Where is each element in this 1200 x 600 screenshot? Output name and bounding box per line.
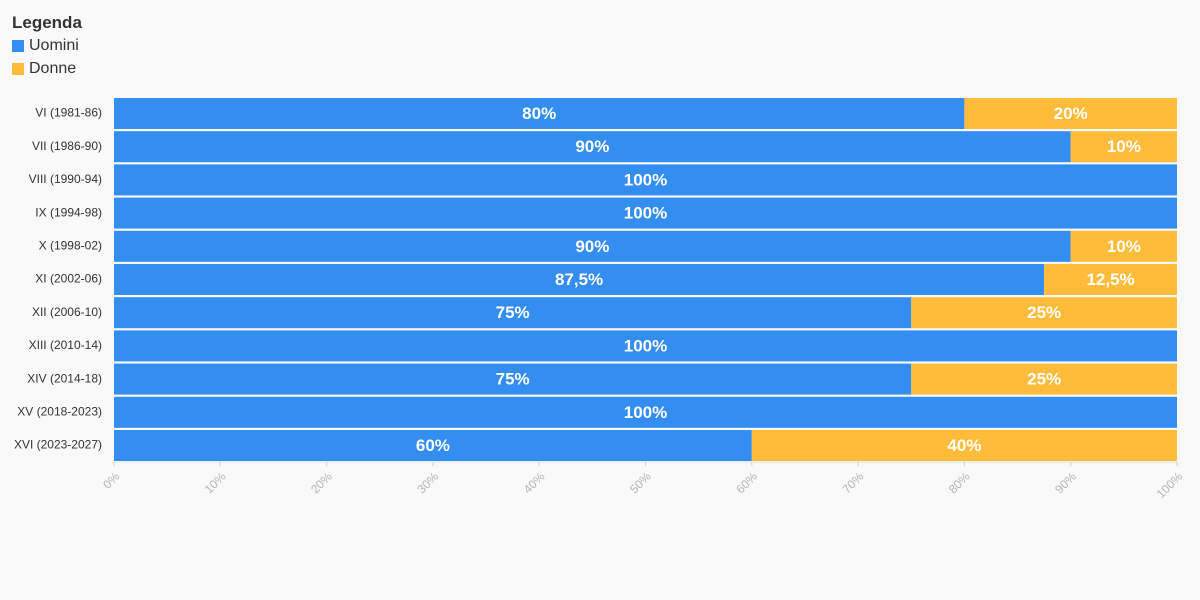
category-label-vi: VI (1981-86) [35,106,102,120]
data-label-uomini-vii: 90% [575,137,609,156]
x-tick-label: 10% [202,469,229,496]
data-label-donne-xii: 25% [1027,303,1061,322]
bar-uomini-xiv[interactable] [114,363,912,395]
data-label-uomini-xv: 100% [624,403,667,422]
legend-swatch-uomini [12,39,24,52]
legend-swatch-donne [12,62,24,75]
bar-donne-xvi[interactable] [751,430,1177,461]
legend-item-uomini[interactable]: Uomini [12,34,82,57]
category-label-xiv: XIV (2014-18) [27,371,102,385]
bar-uomini-vii[interactable] [114,131,1071,163]
x-tick-label: 40% [521,469,548,496]
x-tick-label: 70% [840,469,867,496]
x-tick-label: 90% [1052,469,1079,496]
data-label-donne-xi: 12,5% [1086,270,1134,289]
x-tick-label: 30% [414,469,441,496]
bar-uomini-vi[interactable] [114,98,965,129]
x-tick-label: 60% [733,469,760,496]
bar-uomini-xvi[interactable] [114,430,752,461]
bar-uomini-ix[interactable] [114,197,1177,229]
data-label-donne-vii: 10% [1107,137,1141,156]
data-label-uomini-viii: 100% [624,170,667,189]
data-label-uomini-x: 90% [575,237,609,256]
x-tick-label: 80% [946,469,973,496]
category-label-xii: XII (2006-10) [32,305,102,319]
data-label-donne-x: 10% [1107,237,1141,256]
data-label-uomini-xvi: 60% [416,436,450,455]
data-label-donne-xiv: 25% [1027,370,1061,389]
bar-uomini-viii[interactable] [114,164,1177,196]
bar-donne-xi[interactable] [1044,264,1177,295]
category-label-vii: VII (1986-90) [32,139,102,153]
legend-label-donne: Donne [29,59,77,77]
data-label-uomini-xii: 75% [496,303,530,322]
bar-uomini-xv[interactable] [114,396,1177,428]
data-label-uomini-xiv: 75% [496,370,530,389]
category-label-ix: IX (1994-98) [35,205,102,219]
category-label-viii: VIII (1990-94) [29,172,102,186]
bar-donne-xii[interactable] [911,297,1177,329]
category-label-x: X (1998-02) [39,238,102,252]
data-label-uomini-xi: 87,5% [555,270,603,289]
bar-uomini-xiii[interactable] [114,330,1177,362]
category-label-xi: XI (2002-06) [35,272,102,286]
bar-donne-xiv[interactable] [911,363,1177,395]
bar-uomini-x[interactable] [114,230,1071,262]
legend-title: Legenda [12,13,82,32]
x-tick-label: 100% [1154,469,1186,501]
x-tick-label: 0% [100,469,122,491]
bar-donne-x[interactable] [1070,230,1177,262]
data-label-donne-xvi: 40% [947,436,981,455]
data-label-donne-vi: 20% [1054,104,1088,123]
x-tick-label: 20% [308,469,335,496]
data-label-uomini-ix: 100% [624,204,667,223]
data-label-uomini-vi: 80% [522,104,556,123]
legend-item-donne[interactable]: Donne [12,57,82,80]
bar-donne-vii[interactable] [1070,131,1177,163]
bar-donne-vi[interactable] [964,98,1177,129]
bar-uomini-xi[interactable] [114,264,1045,295]
bar-uomini-xii[interactable] [114,297,912,329]
category-label-xv: XV (2018-2023) [17,404,102,418]
x-tick-label: 50% [627,469,654,496]
category-label-xvi: XVI (2023-2027) [14,438,102,452]
legend-label-uomini: Uomini [29,36,79,54]
data-label-uomini-xiii: 100% [624,336,667,355]
category-label-xiii: XIII (2010-14) [29,338,102,352]
legend: Legenda Uomini Donne [12,12,82,80]
